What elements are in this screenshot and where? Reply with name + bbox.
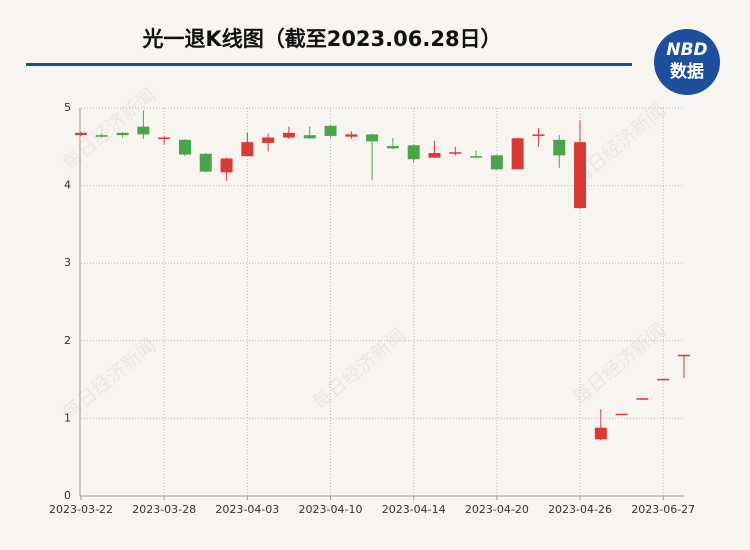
candle-body [303,135,316,139]
candle-body [657,378,670,381]
candle-body [137,126,150,135]
candle-body [594,427,607,440]
candle-body [490,155,503,170]
candle-body [428,153,441,158]
title-rule [26,63,632,66]
y-tick-label: 4 [64,179,71,192]
candle-body [678,354,690,357]
candle-body [553,139,566,156]
candle-body [324,125,337,136]
y-tick-label: 0 [64,489,71,502]
candle-body [282,132,295,138]
y-tick-label: 1 [64,411,71,424]
x-tick-label: 2023-03-28 [132,503,196,516]
logo-top: NBD [666,40,707,60]
candle-body [241,142,254,157]
candle-body [636,398,649,400]
candle-body [386,146,399,149]
candle-body [511,138,524,170]
candle-body [178,139,191,155]
candle-body [532,134,545,136]
candle-body [449,152,462,154]
x-tick-label: 2023-04-20 [465,503,529,516]
candle-body [116,132,129,136]
logo [654,29,720,95]
y-tick-label: 3 [64,256,71,269]
candle-body [75,132,87,136]
y-tick-label: 5 [64,101,71,114]
candle-body [574,142,587,209]
x-tick-label: 2023-04-26 [548,503,612,516]
candle-body [615,413,628,416]
candle-body [95,135,108,137]
candle-body [470,156,483,158]
chart-title: 光一退K线图（截至2023.06.28日） [141,27,501,51]
x-tick-label: 2023-04-14 [382,503,446,516]
candle-body [262,137,275,143]
candle-body [366,134,379,142]
logo-bottom: 数据 [670,61,704,82]
x-tick-label: 2023-03-22 [49,503,113,516]
candle-body [158,137,171,140]
y-tick-label: 2 [64,334,71,347]
x-tick-label: 2023-04-10 [299,503,363,516]
candle-body [220,158,233,173]
x-tick-label: 2023-06-27 [631,503,695,516]
x-tick-label: 2023-04-03 [215,503,279,516]
candle-body [345,134,358,137]
candle-body [199,153,212,172]
candle-body [407,145,420,160]
